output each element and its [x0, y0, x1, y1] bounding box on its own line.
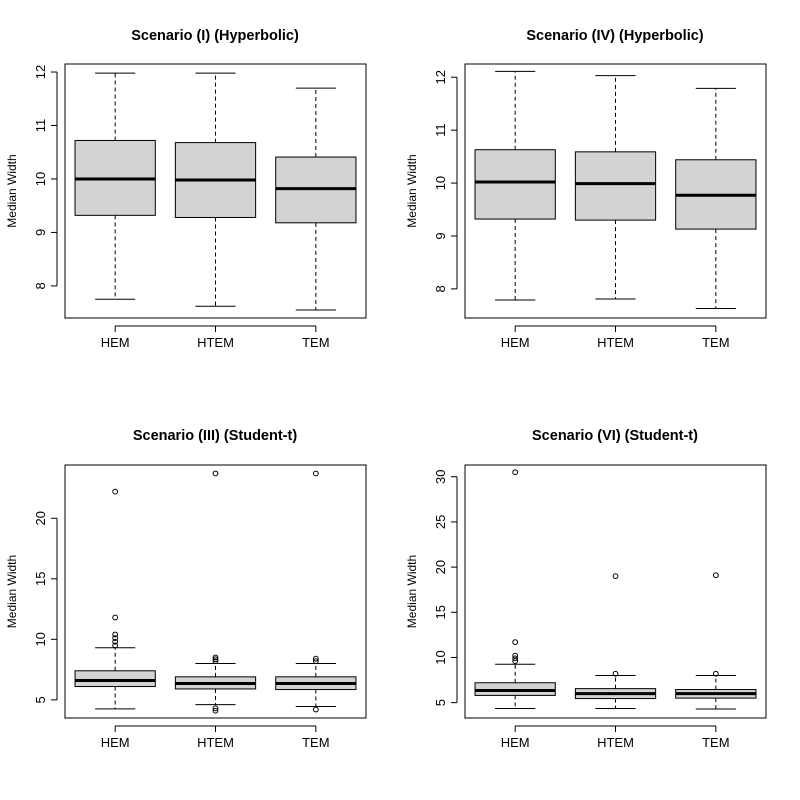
outlier-point [512, 639, 519, 645]
outlier-point [312, 470, 319, 477]
outlier-point [112, 488, 119, 495]
outlier-point [512, 658, 519, 664]
y-tick-label: 11 [33, 119, 48, 133]
y-axis-label: Median Width [5, 555, 19, 628]
outlier-point [112, 638, 119, 645]
x-category-label: HTEM [197, 335, 234, 350]
y-tick-label: 5 [433, 699, 448, 706]
y-tick-label: 12 [433, 70, 448, 84]
outlier-point [112, 635, 119, 642]
y-tick-label: 8 [33, 282, 48, 289]
plot-frame [64, 464, 367, 719]
outlier-point [312, 706, 319, 713]
x-category-label: HTEM [597, 735, 634, 750]
y-axis-label: Median Width [405, 154, 419, 227]
y-tick-label: 10 [433, 650, 448, 664]
x-category-label: HTEM [597, 335, 634, 350]
outlier-point [212, 656, 219, 663]
box-tem [275, 470, 357, 713]
y-tick-label: 9 [33, 229, 48, 236]
outlier-point [512, 469, 519, 476]
x-category-label: TEM [702, 735, 729, 750]
chart-panel-1: Scenario (I) (Hyperbolic) Median Width 8 9 1… [5, 28, 367, 350]
x-category-label: TEM [702, 335, 729, 350]
y-axis-label: Median Width [405, 555, 419, 628]
x-category-label: HEM [501, 735, 530, 750]
outlier-point [212, 705, 219, 712]
outlier-point [512, 652, 519, 659]
box-htem [574, 75, 657, 300]
plot-frame [64, 63, 367, 319]
chart-title: Scenario (III) (Student-t) [133, 428, 298, 444]
box-tem [675, 87, 757, 309]
outlier-point [112, 631, 119, 638]
y-tick-label: 20 [33, 511, 48, 525]
y-tick-label: 20 [433, 560, 448, 574]
box-htem [174, 470, 257, 714]
box-tem [675, 572, 757, 710]
outlier-point [112, 642, 119, 649]
outlier-point [212, 654, 219, 661]
y-tick-label: 10 [33, 172, 48, 186]
y-tick-label: 9 [433, 232, 448, 239]
outlier-point [212, 707, 219, 714]
chart-title: Scenario (I) (Hyperbolic) [131, 28, 299, 44]
iqr-box [474, 149, 556, 220]
outlier-point [312, 658, 319, 665]
outlier-point [612, 670, 619, 677]
box-htem [174, 72, 257, 307]
y-tick-label: 25 [433, 515, 448, 529]
iqr-box [74, 670, 156, 688]
box-hem [74, 72, 156, 300]
outlier-point [512, 655, 519, 662]
box-hem [474, 469, 556, 710]
x-category-label: HTEM [197, 735, 234, 750]
y-tick-label: 15 [33, 572, 48, 586]
y-tick-label: 8 [433, 285, 448, 292]
outlier-point [712, 572, 719, 579]
chart-panel-4: Scenario (VI) (Student-t) Median Width 5 10… [405, 428, 767, 750]
chart-title: Scenario (IV) (Hyperbolic) [526, 28, 703, 44]
iqr-box [574, 151, 657, 221]
outlier-point [112, 614, 119, 621]
y-axis-label: Median Width [5, 154, 19, 227]
chart-panel-3: Scenario (III) (Student-t) Median Width 5 1… [5, 428, 367, 750]
x-category-label: HEM [101, 735, 130, 750]
box-hem [474, 70, 556, 301]
box-htem [574, 573, 657, 710]
y-tick-label: 10 [433, 176, 448, 190]
y-tick-label: 5 [33, 696, 48, 703]
outlier-point [212, 470, 219, 477]
chart-title: Scenario (VI) (Student-t) [532, 428, 698, 444]
y-tick-label: 10 [33, 632, 48, 646]
y-tick-label: 15 [433, 605, 448, 619]
box-tem [275, 87, 357, 311]
outlier-point [612, 573, 619, 580]
x-category-label: TEM [302, 335, 329, 350]
y-tick-label: 12 [33, 65, 48, 79]
x-category-label: TEM [302, 735, 329, 750]
chart-panel-2: Scenario (IV) (Hyperbolic) Median Width 8 9… [405, 28, 767, 350]
plot-frame [464, 63, 767, 319]
outlier-point [212, 658, 219, 665]
outlier-point [712, 670, 719, 677]
outlier-point [312, 655, 319, 662]
y-tick-label: 30 [433, 470, 448, 484]
x-category-label: HEM [101, 335, 130, 350]
y-tick-label: 11 [433, 123, 448, 137]
plot-frame [464, 464, 767, 719]
x-category-label: HEM [501, 335, 530, 350]
box-hem [74, 488, 156, 710]
